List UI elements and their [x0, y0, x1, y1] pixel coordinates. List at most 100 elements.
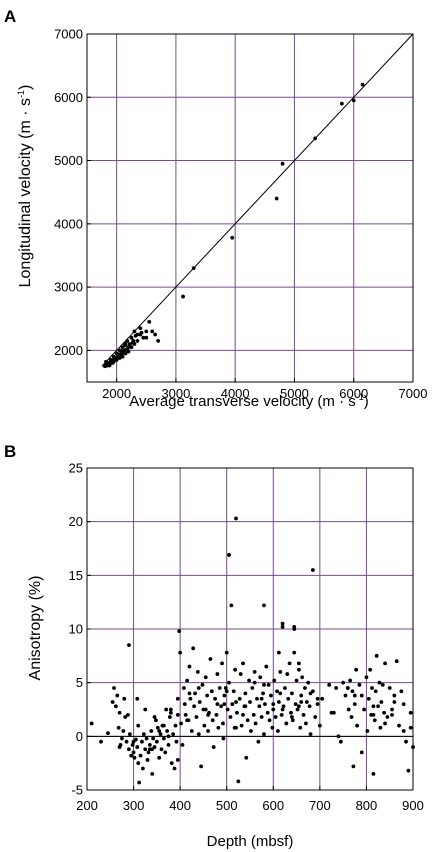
- data-point: [219, 704, 224, 709]
- data-point: [359, 693, 364, 698]
- data-point: [392, 700, 397, 704]
- data-point: [139, 330, 144, 335]
- panel-a-plot-frame: [86, 33, 414, 383]
- data-point: [243, 704, 248, 709]
- data-point: [290, 715, 294, 719]
- data-point: [185, 718, 190, 723]
- data-point: [203, 707, 208, 712]
- data-point: [327, 682, 332, 687]
- data-point: [404, 739, 408, 744]
- data-point: [262, 732, 266, 737]
- data-point: [174, 739, 179, 744]
- data-point: [378, 725, 383, 730]
- data-point: [195, 670, 200, 674]
- data-point: [252, 670, 257, 674]
- data-point: [265, 710, 270, 715]
- data-point: [125, 338, 130, 343]
- data-point: [168, 710, 173, 715]
- y-tick-label: 25: [69, 461, 83, 476]
- data-point: [320, 696, 325, 701]
- x-tick-label: 6000: [339, 386, 368, 401]
- data-point: [401, 729, 406, 733]
- panel-a-y-axis-label: Longitudinal velocity (m · s-1): [16, 85, 34, 288]
- data-point: [338, 739, 343, 744]
- data-point: [334, 686, 339, 690]
- data-point: [194, 715, 199, 719]
- data-point: [297, 704, 301, 709]
- data-point: [117, 354, 121, 358]
- data-point: [401, 702, 406, 707]
- data-point: [383, 721, 387, 726]
- data-point: [264, 664, 269, 669]
- data-point: [154, 739, 159, 744]
- one-to-one-line: [101, 33, 414, 367]
- data-point: [241, 712, 245, 717]
- data-point: [165, 729, 170, 733]
- data-point: [181, 686, 186, 690]
- data-point: [383, 661, 387, 666]
- data-point: [229, 603, 234, 608]
- panel-b-grid: [87, 468, 413, 790]
- data-point: [370, 686, 374, 690]
- y-tick-label: -5: [71, 783, 83, 798]
- data-point: [175, 696, 180, 701]
- data-point: [175, 758, 180, 762]
- data-point: [151, 736, 156, 741]
- y-tick-label: 7000: [54, 27, 83, 42]
- data-point: [262, 682, 266, 687]
- x-tick-label: 300: [123, 798, 145, 813]
- data-point: [293, 702, 298, 707]
- data-point: [131, 750, 136, 755]
- data-point: [163, 750, 168, 755]
- data-point: [235, 710, 239, 715]
- data-point: [111, 359, 115, 364]
- data-point: [382, 710, 387, 715]
- data-point: [216, 725, 221, 730]
- data-point: [379, 700, 384, 704]
- data-point: [136, 761, 141, 766]
- data-point: [157, 755, 162, 760]
- data-point: [106, 363, 111, 367]
- data-point: [200, 682, 205, 687]
- x-tick-label: 400: [169, 798, 191, 813]
- data-point: [306, 680, 311, 685]
- data-point: [182, 702, 187, 707]
- data-point: [329, 710, 334, 715]
- data-point: [210, 718, 215, 723]
- data-point: [377, 680, 382, 685]
- panel-b: B 200 300 400 500 600 700 800 900 -50510152025 …: [4, 442, 424, 850]
- panel-a-x-axis-label-unit: (m · s: [317, 393, 355, 410]
- data-point: [247, 678, 251, 683]
- data-point: [301, 712, 306, 717]
- data-point: [133, 333, 138, 338]
- data-point: [187, 691, 192, 696]
- y-tick-label: 20: [69, 514, 83, 529]
- data-point: [280, 707, 285, 712]
- data-point: [275, 689, 279, 694]
- data-point: [196, 686, 201, 690]
- data-point: [146, 750, 151, 755]
- data-point: [300, 675, 305, 680]
- data-point: [213, 696, 217, 701]
- data-point: [221, 721, 225, 726]
- data-point: [121, 350, 126, 355]
- data-point: [124, 739, 129, 744]
- data-point: [205, 693, 210, 698]
- data-point: [121, 729, 126, 733]
- panel-a-y-axis-label-exp: -1: [16, 90, 26, 98]
- data-point: [161, 723, 166, 728]
- data-point: [117, 710, 122, 715]
- data-point: [364, 675, 369, 680]
- data-point: [360, 82, 365, 87]
- data-point: [286, 696, 291, 701]
- data-point: [224, 689, 229, 694]
- data-point: [258, 675, 263, 680]
- data-point: [129, 753, 134, 758]
- data-point: [310, 568, 315, 572]
- data-point: [374, 653, 379, 658]
- data-point: [315, 696, 320, 701]
- data-point: [138, 753, 143, 758]
- data-point: [223, 686, 228, 690]
- data-point: [290, 718, 295, 723]
